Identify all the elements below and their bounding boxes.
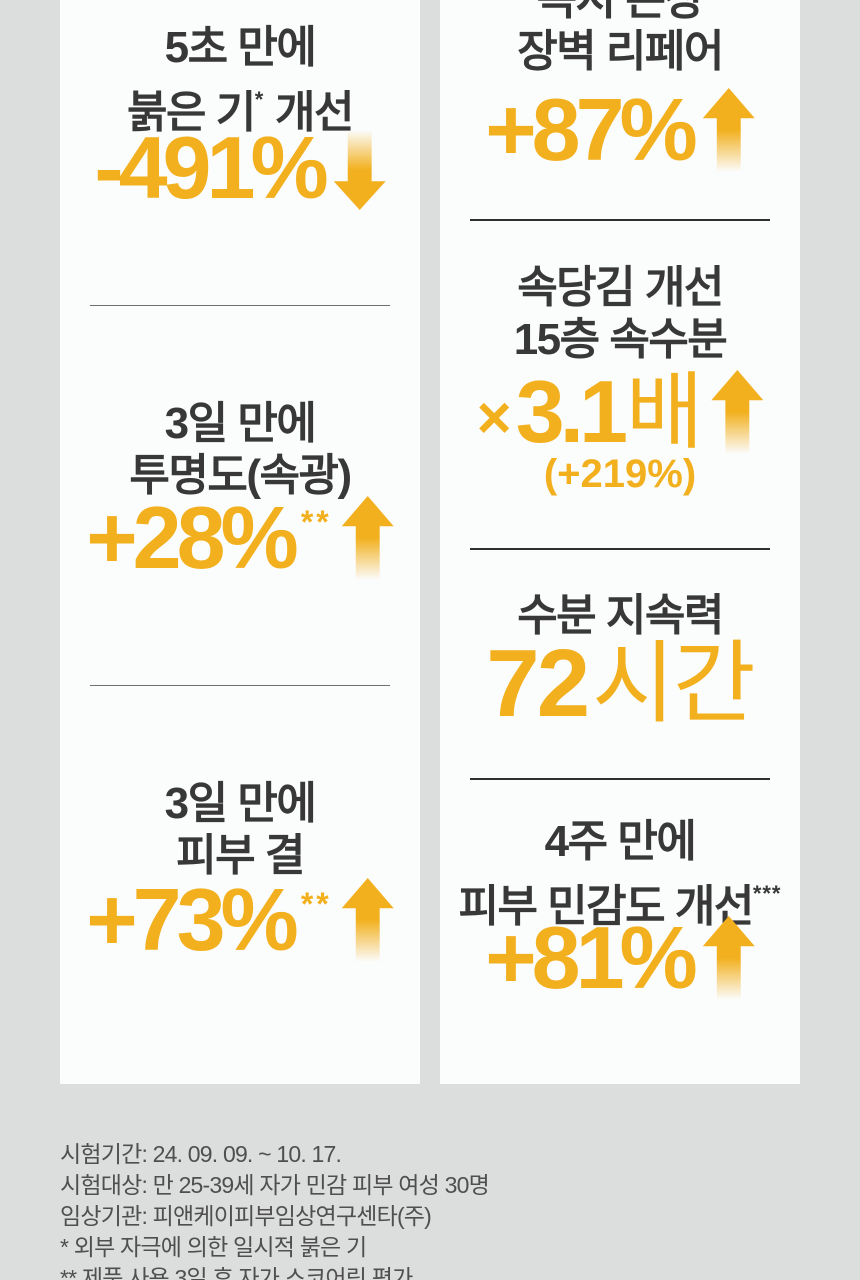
result-title-sensitivity: 4주 만에 피부 민감도 개선*** — [440, 816, 800, 933]
title-line2: 피부 결 — [176, 831, 305, 880]
footnote-test-subjects: 시험대상: 만 25-39세 자가 민감 피부 여성 30명 — [60, 1172, 490, 1198]
result-value-moisture-duration: 72 시간 — [440, 630, 800, 737]
footnote-clinical-institution: 임상기관: 피앤케이피부임상연구센타(주) — [60, 1203, 432, 1229]
title-line1: 3일 만에 — [164, 779, 317, 828]
up-arrow-icon — [341, 878, 394, 962]
title-line2: 15층 속수분 — [513, 315, 728, 364]
result-value-inner-moisture: × 3.1 배 — [440, 366, 800, 458]
title-line1: 속당김 개선 — [517, 263, 724, 312]
result-title-skin-texture: 3일 만에 피부 결 — [60, 778, 420, 882]
percent-value: -491% — [94, 118, 328, 217]
title-line1: 5초 만에 — [164, 23, 317, 72]
footnote-marker: ** — [300, 504, 332, 540]
section-divider — [470, 219, 770, 221]
section-divider — [90, 305, 390, 306]
result-value-skin-texture: +73% ** — [60, 874, 420, 966]
title-line2: 장벽 리페어 — [517, 27, 724, 76]
footnote-marker: ** — [300, 886, 332, 922]
title-line2: 붉은 기 — [127, 88, 256, 137]
up-arrow-icon — [702, 916, 755, 1000]
result-value-barrier-repair: +87% — [440, 84, 800, 176]
result-subvalue-percent: (+219%) — [543, 452, 697, 496]
up-arrow-icon — [711, 370, 764, 454]
result-title-redness: 5초 만에 붉은 기* 개선 — [60, 22, 420, 139]
up-arrow-icon — [341, 496, 394, 580]
title-line2: 투명도(속광) — [129, 451, 352, 500]
percent-value: +28% — [86, 488, 299, 587]
title-line1: 4주 만에 — [544, 817, 697, 866]
multiplier-unit: 배 — [626, 365, 703, 459]
down-arrow-icon — [334, 130, 386, 210]
multiplier-value: 3.1 — [515, 362, 628, 461]
hours-unit: 시간 — [592, 634, 756, 734]
results-panel-left: 5초 만에 붉은 기* 개선 -491% 3일 만에 투명도(속광) +28% … — [60, 0, 420, 1084]
result-value-redness: -491% — [60, 122, 420, 214]
title-line1: 수분 지속력 — [517, 591, 724, 640]
footnote-marker: * — [254, 87, 265, 112]
result-title-barrier-repair: 즉시 손상 장벽 리페어 — [440, 0, 800, 78]
section-divider — [470, 778, 770, 780]
result-value-sensitivity: +81% — [440, 912, 800, 1004]
clinical-test-footnotes: 시험기간: 24. 09. 09. ~ 10. 17. 시험대상: 만 25-3… — [60, 1139, 490, 1280]
section-divider — [470, 548, 770, 550]
results-panel-right: 즉시 손상 장벽 리페어 +87% 속당김 개선 15층 속수분 × 3.1 배… — [440, 0, 800, 1084]
section-divider — [90, 685, 390, 686]
percent-value: +87% — [485, 80, 698, 179]
hours-value: 72 — [486, 630, 590, 737]
up-arrow-icon — [702, 88, 755, 172]
title-line2-post: 개선 — [264, 88, 354, 137]
percent-value: +81% — [485, 908, 698, 1007]
footnote-asterisk-1: * 외부 자극에 의한 일시적 붉은 기 — [60, 1234, 367, 1260]
title-line1: 즉시 손상 — [537, 0, 705, 24]
multiply-sign: × — [476, 384, 512, 451]
footnote-asterisk-2: ** 제품 사용 3일 후 자가 스코어링 평가 — [60, 1265, 413, 1280]
result-title-translucency: 3일 만에 투명도(속광) — [60, 398, 420, 502]
footnote-marker: *** — [752, 881, 782, 906]
percent-value: +73% — [86, 870, 299, 969]
title-line2: 피부 민감도 개선 — [458, 882, 755, 931]
footnote-test-period: 시험기간: 24. 09. 09. ~ 10. 17. — [60, 1141, 342, 1167]
result-title-inner-moisture: 속당김 개선 15층 속수분 — [440, 262, 800, 366]
title-line1: 3일 만에 — [164, 399, 317, 448]
result-value-translucency: +28% ** — [60, 492, 420, 584]
result-title-moisture-duration: 수분 지속력 — [440, 590, 800, 642]
